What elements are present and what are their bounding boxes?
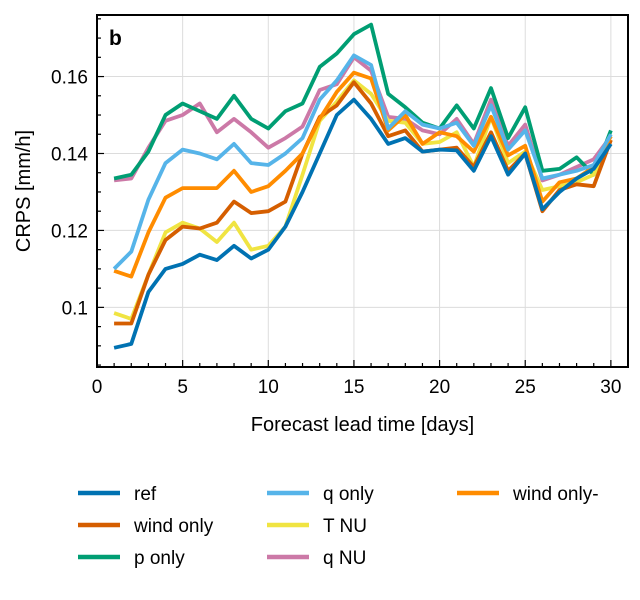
y-axis: 0.1 0.12 0.14 0.16: [51, 18, 104, 366]
legend-label: q only: [323, 484, 374, 505]
legend-label: T NU: [323, 516, 367, 537]
legend-item: q only: [267, 484, 374, 505]
series-line-t-nu: [113, 78, 613, 321]
legend-label: q NU: [323, 548, 366, 569]
x-tick-label: 15: [343, 377, 364, 398]
y-tick-label: 0.12: [51, 221, 88, 242]
series-line-ref: [113, 97, 613, 350]
y-tick-label: 0.16: [51, 68, 88, 89]
x-tick-label: 25: [515, 377, 536, 398]
x-tick-label: 30: [600, 377, 621, 398]
legend-item: wind only-: [457, 484, 599, 505]
legend-item: T NU: [267, 516, 367, 537]
legend-label: wind only: [133, 516, 214, 537]
series-line-q-only: [112, 53, 613, 271]
legend-item: ref: [78, 484, 157, 505]
legend-label: ref: [134, 484, 157, 505]
legend-item: p only: [78, 548, 185, 569]
x-axis: 0 5 10 15 20 25 30: [92, 360, 629, 398]
series-line-wind-only-: [113, 70, 613, 279]
x-tick-label: 5: [177, 377, 188, 398]
legend-item: q NU: [267, 548, 366, 569]
x-axis-label: Forecast lead time [days]: [251, 414, 474, 436]
series-line-wind-only: [114, 80, 613, 326]
panel-label: b: [109, 27, 122, 50]
plot-frame: [96, 14, 629, 368]
legend-label: wind only-: [512, 484, 599, 505]
series-lines: [112, 22, 613, 350]
x-tick-label: 20: [429, 377, 450, 398]
series-line-p-only: [113, 22, 613, 181]
legend-item: wind only: [78, 516, 214, 537]
y-axis-label: CRPS [mm/h]: [13, 130, 35, 252]
x-tick-label: 10: [258, 377, 279, 398]
legend: ref wind only p only q only T NU q NU wind onl…: [78, 484, 599, 569]
y-tick-label: 0.1: [62, 298, 88, 319]
legend-label: p only: [134, 548, 185, 569]
x-tick-label: 0: [92, 377, 103, 398]
y-tick-label: 0.14: [51, 144, 88, 165]
